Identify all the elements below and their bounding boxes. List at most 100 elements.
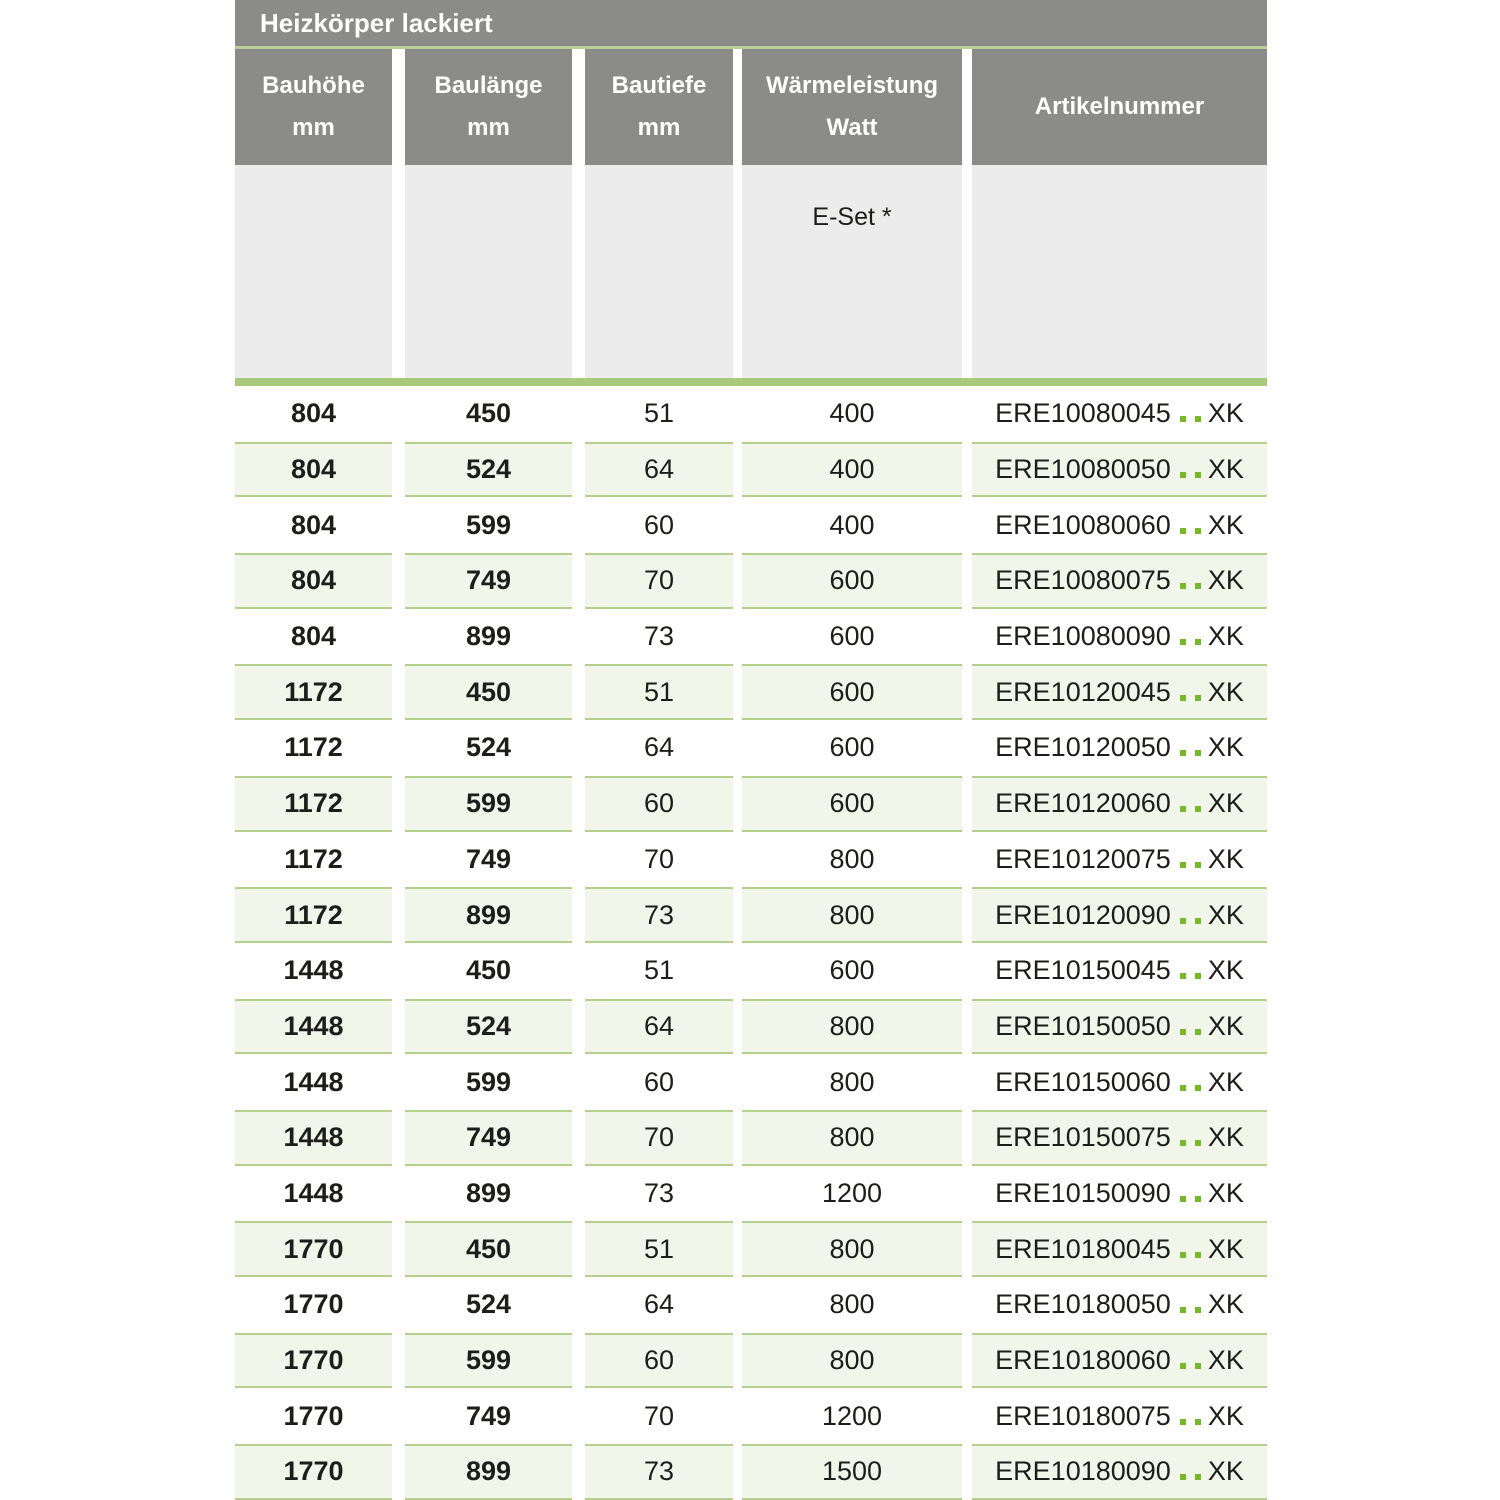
cell-artikelnummer: ERE10180045 XK: [972, 1221, 1267, 1277]
cell-bauhoehe: 1448: [283, 1066, 344, 1097]
table-row: 1770 599 60 800 ERE10180060 XK: [235, 1332, 1267, 1389]
cell-bautiefe: 70: [643, 843, 675, 874]
cell-waermeleistung: 1200: [821, 1177, 883, 1208]
artikelnummer-prefix: ERE10180060: [995, 1345, 1171, 1376]
column-header-bauhoehe: Bauhöhe mm: [235, 49, 392, 165]
artikelnummer: ERE10180090 XK: [995, 1456, 1244, 1487]
artikelnummer: ERE10120075 XK: [995, 844, 1244, 875]
cell-artikelnummer: ERE10080060 XK: [972, 497, 1267, 553]
artikelnummer-prefix: ERE10080060: [995, 509, 1171, 540]
cell-bautiefe: 51: [585, 1221, 733, 1277]
cell-waermeleistung: 800: [742, 1109, 962, 1166]
column-header-label: Artikelnummer: [1034, 93, 1205, 120]
cell-bauhoehe: 1770: [235, 1221, 392, 1277]
cell-bautiefe: 64: [643, 1289, 675, 1320]
subheader-cell-baulaenge: [405, 165, 572, 378]
cell-bauhoehe: 1172: [284, 843, 343, 874]
cell-bauhoehe: 1770: [283, 1400, 344, 1431]
table-row: 1172 749 70 800 ERE10120075 XK: [235, 832, 1267, 888]
color-code-dot-icon: [1194, 1307, 1201, 1314]
cell-baulaenge: 599: [405, 1332, 572, 1389]
artikelnummer-prefix: ERE10150060: [995, 1066, 1171, 1097]
artikelnummer: ERE10120090 XK: [995, 900, 1244, 931]
cell-bautiefe: 64: [585, 441, 733, 498]
cell-baulaenge: 524: [465, 1289, 512, 1320]
table-title-bar: Heizkörper lackiert: [235, 0, 1267, 46]
cell-waermeleistung: 800: [829, 1066, 875, 1097]
color-code-dot-icon: [1194, 1418, 1201, 1425]
color-code-dot-icon: [1179, 1140, 1186, 1147]
cell-waermeleistung: 600: [829, 955, 875, 986]
artikelnummer-prefix: ERE10080045: [995, 398, 1171, 429]
color-code-dot-icon: [1194, 1363, 1201, 1370]
table-row: 1770 450 51 800 ERE10180045 XK: [235, 1221, 1267, 1277]
table-row: 1172 599 60 600 ERE10120060 XK: [235, 775, 1267, 832]
color-code-dot-icon: [1194, 1028, 1201, 1035]
cell-artikelnummer: ERE10080050 XK: [972, 441, 1267, 498]
column-header-artikelnummer: Artikelnummer: [972, 49, 1267, 165]
cell-artikelnummer: ERE10080075 XK: [972, 553, 1267, 609]
artikelnummer-prefix: ERE10120090: [995, 899, 1171, 930]
artikelnummer: ERE10120045 XK: [995, 677, 1244, 708]
artikelnummer-prefix: ERE10150090: [995, 1177, 1171, 1208]
artikelnummer-suffix: XK: [1207, 1233, 1244, 1264]
color-code-dot-icon: [1194, 917, 1201, 924]
cell-bautiefe: 60: [643, 1066, 675, 1097]
cell-baulaenge: 524: [405, 998, 572, 1055]
eset-label: E-Set *: [812, 203, 892, 231]
artikelnummer-suffix: XK: [1207, 1122, 1244, 1153]
cell-bautiefe: 73: [643, 621, 675, 652]
cell-baulaenge: 749: [405, 553, 572, 609]
cell-bauhoehe: 1448: [283, 1177, 344, 1208]
artikelnummer: ERE10180060 XK: [995, 1345, 1244, 1376]
cell-bauhoehe: 804: [290, 621, 337, 652]
table-row: 804 450 51 400 ERE10080045 XK: [235, 386, 1267, 442]
cell-bauhoehe: 1172: [284, 732, 343, 763]
cell-artikelnummer: ERE10150090 XK: [972, 1166, 1267, 1222]
color-code-dot-icon: [1179, 1028, 1186, 1035]
artikelnummer-prefix: ERE10120060: [995, 788, 1171, 819]
column-header-unit: mm: [467, 114, 510, 141]
cell-bauhoehe: 1172: [235, 664, 392, 721]
column-header-unit: Watt: [826, 114, 878, 141]
table-body: 804 450 51 400 ERE10080045 XK 804 524 64 …: [235, 386, 1267, 1500]
artikelnummer-prefix: ERE10150075: [995, 1122, 1171, 1153]
color-code-dot-icon: [1194, 1474, 1201, 1481]
cell-waermeleistung: 1500: [742, 1444, 962, 1500]
table-row: 1448 749 70 800 ERE10150075 XK: [235, 1109, 1267, 1166]
artikelnummer-prefix: ERE10080075: [995, 565, 1171, 596]
subheader-cell-artikelnummer: [972, 165, 1267, 378]
color-code-dot-icon: [1194, 583, 1201, 590]
table-body-divider-line: [235, 378, 1267, 386]
artikelnummer-suffix: XK: [1207, 732, 1244, 763]
cell-bautiefe: 70: [585, 1109, 733, 1166]
cell-bautiefe: 64: [643, 732, 675, 763]
color-code-dot-icon: [1194, 472, 1201, 479]
color-code-dot-icon: [1179, 1307, 1186, 1314]
cell-artikelnummer: ERE10120045 XK: [972, 664, 1267, 721]
color-code-dot-icon: [1179, 806, 1186, 813]
cell-baulaenge: 599: [405, 775, 572, 832]
color-code-dot-icon: [1194, 527, 1201, 534]
cell-bautiefe: 73: [643, 1177, 675, 1208]
cell-waermeleistung: 800: [742, 1221, 962, 1277]
column-header-label: Baulänge: [434, 72, 543, 99]
cell-bauhoehe: 1172: [235, 775, 392, 832]
cell-artikelnummer: ERE10180090 XK: [972, 1444, 1267, 1500]
artikelnummer: ERE10080045 XK: [995, 398, 1244, 429]
color-code-dot-icon: [1179, 1363, 1186, 1370]
subheader-cell-waermeleistung: E-Set *: [742, 165, 962, 378]
color-code-dot-icon: [1179, 917, 1186, 924]
color-code-dot-icon: [1194, 861, 1201, 868]
cell-bauhoehe: 1448: [235, 1109, 392, 1166]
color-code-dot-icon: [1194, 639, 1201, 646]
cell-bauhoehe: 804: [290, 509, 337, 540]
cell-artikelnummer: ERE10120050 XK: [972, 720, 1267, 776]
artikelnummer-prefix: ERE10120075: [995, 843, 1171, 874]
color-code-dot-icon: [1194, 1251, 1201, 1258]
cell-waermeleistung: 1200: [821, 1400, 883, 1431]
cell-artikelnummer: ERE10150075 XK: [972, 1109, 1267, 1166]
table-row: 1172 524 64 600 ERE10120050 XK: [235, 720, 1267, 776]
color-code-dot-icon: [1179, 1474, 1186, 1481]
color-code-dot-icon: [1194, 1195, 1201, 1202]
